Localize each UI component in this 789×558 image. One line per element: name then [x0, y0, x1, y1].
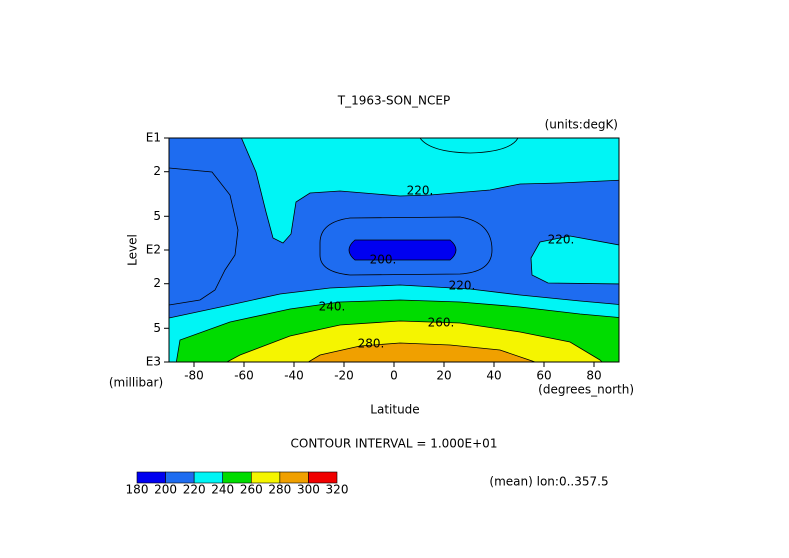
y-tick-label: E1 — [146, 131, 161, 145]
x-tick-label: -20 — [334, 369, 354, 383]
contour-label: 260. — [428, 316, 455, 330]
x-tick-label: -40 — [284, 369, 304, 383]
colorbar-box — [165, 471, 195, 484]
contour-label: 220. — [407, 184, 434, 198]
x-tick-label: 0 — [390, 369, 398, 383]
annotation: (mean) lon:0..357.5 — [489, 475, 608, 489]
contour-interval: CONTOUR INTERVAL = 1.000E+01 — [291, 437, 498, 451]
colorbar-box — [250, 471, 281, 484]
colorbar-label: 280 — [268, 483, 291, 497]
y-tick-label: 2 — [153, 276, 161, 290]
contour-fill — [240, 138, 619, 244]
colorbar-label: 200 — [154, 483, 177, 497]
contour-line — [419, 138, 519, 154]
x-tick-label: 80 — [586, 369, 601, 383]
units-label: (units:degK) — [545, 118, 618, 132]
colorbar-label: 260 — [240, 483, 263, 497]
y-tick-label: E3 — [146, 355, 161, 369]
x-tick-label: 60 — [536, 369, 551, 383]
x-tick-label: 20 — [436, 369, 451, 383]
x-axis-unit: (degrees_north) — [538, 383, 634, 397]
contour-fill — [530, 235, 619, 285]
contour-line — [169, 167, 239, 306]
colorbar-label: 180 — [126, 483, 149, 497]
colorbar-label: 220 — [183, 483, 206, 497]
contour-label: 280. — [358, 337, 385, 351]
contour-field — [169, 138, 619, 362]
contour-line — [319, 216, 493, 276]
x-axis-label: Latitude — [370, 403, 419, 417]
y-axis-label: Level — [126, 234, 140, 266]
y-tick-label: 5 — [153, 209, 161, 223]
colorbar-box — [279, 471, 309, 484]
colorbar-label: 300 — [297, 483, 320, 497]
colorbar-box — [136, 471, 166, 484]
y-tick-label: 5 — [153, 321, 161, 335]
contour-fill — [348, 239, 457, 261]
contour-fill — [307, 342, 536, 362]
x-tick-label: -60 — [234, 369, 254, 383]
y-tick-label: 2 — [153, 164, 161, 178]
contour-label: 220. — [449, 279, 476, 293]
colorbar-box — [308, 471, 338, 484]
x-tick-label: -80 — [184, 369, 204, 383]
contour-label: 200. — [370, 253, 397, 267]
chart-title: T_1963-SON_NCEP — [337, 94, 450, 108]
y-axis-unit: (millibar) — [109, 376, 163, 390]
y-tick-label: E2 — [146, 243, 161, 257]
x-tick-label: 40 — [486, 369, 501, 383]
colorbar-label: 240 — [211, 483, 234, 497]
colorbar-box — [222, 471, 252, 484]
colorbar-box — [193, 471, 224, 484]
contour-fill — [226, 320, 603, 362]
contour-label: 220. — [548, 233, 575, 247]
contour-label: 240. — [319, 300, 346, 314]
colorbar-label: 320 — [326, 483, 349, 497]
